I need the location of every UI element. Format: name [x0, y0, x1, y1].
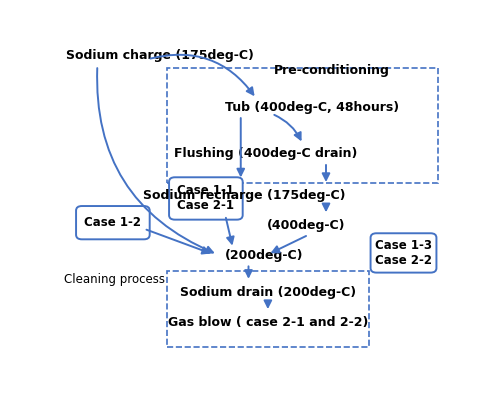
Text: (200deg-C): (200deg-C): [225, 250, 304, 263]
Text: Case 1-1
Case 2-1: Case 1-1 Case 2-1: [178, 184, 234, 213]
Text: Cleaning process: Cleaning process: [64, 273, 166, 286]
FancyBboxPatch shape: [169, 177, 242, 220]
FancyBboxPatch shape: [76, 206, 150, 239]
Text: Case 1-3
Case 2-2: Case 1-3 Case 2-2: [375, 239, 432, 267]
Text: Pre-conditioning: Pre-conditioning: [274, 64, 390, 77]
Text: Gas blow ( case 2-1 and 2-2): Gas blow ( case 2-1 and 2-2): [168, 316, 368, 329]
Text: (400deg-C): (400deg-C): [267, 219, 345, 232]
Text: Sodium recharge (175deg-C): Sodium recharge (175deg-C): [143, 189, 346, 202]
Text: Sodium drain (200deg-C): Sodium drain (200deg-C): [180, 286, 356, 299]
Text: Flushing (400deg-C drain): Flushing (400deg-C drain): [174, 147, 357, 160]
Text: Sodium charge (175deg-C): Sodium charge (175deg-C): [66, 49, 254, 62]
FancyBboxPatch shape: [370, 233, 436, 273]
Text: Case 1-2: Case 1-2: [84, 216, 141, 229]
Text: Tub (400deg-C, 48hours): Tub (400deg-C, 48hours): [225, 101, 400, 114]
